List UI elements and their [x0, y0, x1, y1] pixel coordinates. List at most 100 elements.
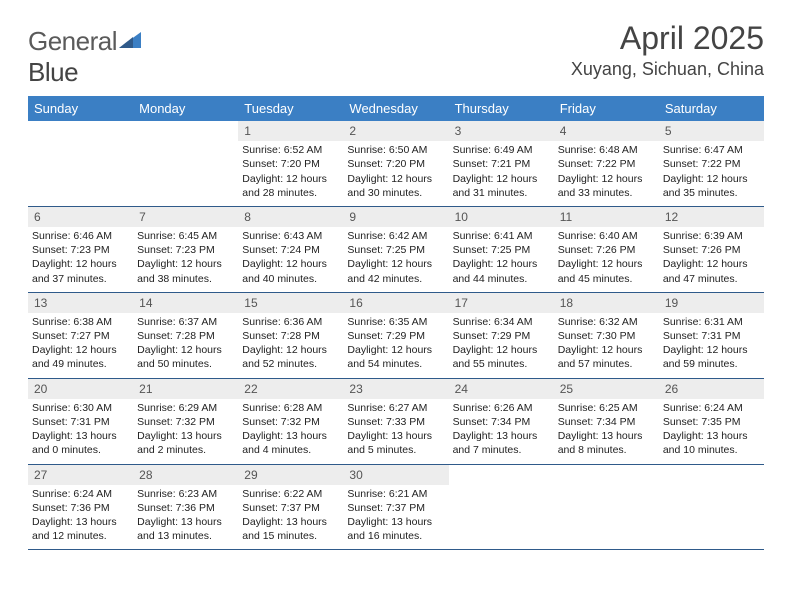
day-line: Sunrise: 6:43 AM: [242, 229, 339, 243]
day-number: 22: [238, 379, 343, 399]
day-line: Daylight: 12 hours: [242, 172, 339, 186]
day-line: and 47 minutes.: [663, 272, 760, 286]
day-line: Sunset: 7:22 PM: [558, 157, 655, 171]
day-line: Sunset: 7:29 PM: [453, 329, 550, 343]
month-title: April 2025: [571, 20, 764, 57]
day-body: Sunrise: 6:36 AMSunset: 7:28 PMDaylight:…: [238, 313, 343, 378]
day-line: and 42 minutes.: [347, 272, 444, 286]
day-line: Sunset: 7:29 PM: [347, 329, 444, 343]
day-number: 4: [554, 121, 659, 141]
day-line: and 0 minutes.: [32, 443, 129, 457]
calendar: Sunday Monday Tuesday Wednesday Thursday…: [28, 96, 764, 550]
day-number: 30: [343, 465, 448, 485]
day-line: Daylight: 12 hours: [663, 343, 760, 357]
day-line: and 50 minutes.: [137, 357, 234, 371]
day-cell: 16Sunrise: 6:35 AMSunset: 7:29 PMDayligh…: [343, 293, 448, 378]
day-line: Sunset: 7:24 PM: [242, 243, 339, 257]
day-body: Sunrise: 6:49 AMSunset: 7:21 PMDaylight:…: [449, 141, 554, 206]
day-body: Sunrise: 6:39 AMSunset: 7:26 PMDaylight:…: [659, 227, 764, 292]
logo-text-left: General: [28, 26, 117, 56]
day-line: Sunrise: 6:34 AM: [453, 315, 550, 329]
location: Xuyang, Sichuan, China: [571, 59, 764, 80]
day-line: Daylight: 12 hours: [242, 257, 339, 271]
day-header-sat: Saturday: [659, 96, 764, 121]
day-line: Sunrise: 6:39 AM: [663, 229, 760, 243]
day-header-fri: Friday: [554, 96, 659, 121]
day-line: Daylight: 13 hours: [347, 429, 444, 443]
day-body: [554, 485, 659, 493]
day-body: Sunrise: 6:43 AMSunset: 7:24 PMDaylight:…: [238, 227, 343, 292]
day-line: Sunset: 7:32 PM: [137, 415, 234, 429]
day-line: Sunset: 7:27 PM: [32, 329, 129, 343]
day-line: Sunset: 7:23 PM: [32, 243, 129, 257]
day-body: Sunrise: 6:42 AMSunset: 7:25 PMDaylight:…: [343, 227, 448, 292]
day-number: 26: [659, 379, 764, 399]
day-line: Sunrise: 6:23 AM: [137, 487, 234, 501]
day-header-row: Sunday Monday Tuesday Wednesday Thursday…: [28, 96, 764, 121]
day-body: Sunrise: 6:23 AMSunset: 7:36 PMDaylight:…: [133, 485, 238, 550]
day-cell: 22Sunrise: 6:28 AMSunset: 7:32 PMDayligh…: [238, 379, 343, 464]
day-line: and 30 minutes.: [347, 186, 444, 200]
day-line: Sunrise: 6:24 AM: [663, 401, 760, 415]
day-line: Sunrise: 6:21 AM: [347, 487, 444, 501]
week-row: 27Sunrise: 6:24 AMSunset: 7:36 PMDayligh…: [28, 465, 764, 551]
day-line: and 5 minutes.: [347, 443, 444, 457]
day-line: Sunset: 7:31 PM: [663, 329, 760, 343]
day-line: and 15 minutes.: [242, 529, 339, 543]
day-line: Sunrise: 6:49 AM: [453, 143, 550, 157]
day-cell: 23Sunrise: 6:27 AMSunset: 7:33 PMDayligh…: [343, 379, 448, 464]
day-body: Sunrise: 6:25 AMSunset: 7:34 PMDaylight:…: [554, 399, 659, 464]
day-cell: 29Sunrise: 6:22 AMSunset: 7:37 PMDayligh…: [238, 465, 343, 550]
day-cell: 1Sunrise: 6:52 AMSunset: 7:20 PMDaylight…: [238, 121, 343, 206]
day-line: Daylight: 13 hours: [663, 429, 760, 443]
day-number: 29: [238, 465, 343, 485]
day-line: Daylight: 12 hours: [242, 343, 339, 357]
day-line: Daylight: 12 hours: [453, 343, 550, 357]
day-line: Daylight: 13 hours: [558, 429, 655, 443]
day-line: Sunrise: 6:37 AM: [137, 315, 234, 329]
day-cell: 6Sunrise: 6:46 AMSunset: 7:23 PMDaylight…: [28, 207, 133, 292]
day-line: Sunset: 7:35 PM: [663, 415, 760, 429]
day-number: 9: [343, 207, 448, 227]
day-body: Sunrise: 6:50 AMSunset: 7:20 PMDaylight:…: [343, 141, 448, 206]
day-number: 19: [659, 293, 764, 313]
day-line: Sunrise: 6:35 AM: [347, 315, 444, 329]
day-line: Sunset: 7:22 PM: [663, 157, 760, 171]
header: GeneralBlue April 2025 Xuyang, Sichuan, …: [28, 20, 764, 88]
day-cell: [28, 121, 133, 206]
day-line: Sunset: 7:30 PM: [558, 329, 655, 343]
day-line: and 57 minutes.: [558, 357, 655, 371]
day-line: Daylight: 12 hours: [32, 257, 129, 271]
day-cell: 28Sunrise: 6:23 AMSunset: 7:36 PMDayligh…: [133, 465, 238, 550]
day-cell: 24Sunrise: 6:26 AMSunset: 7:34 PMDayligh…: [449, 379, 554, 464]
day-line: Sunrise: 6:36 AM: [242, 315, 339, 329]
day-line: and 38 minutes.: [137, 272, 234, 286]
day-cell: 7Sunrise: 6:45 AMSunset: 7:23 PMDaylight…: [133, 207, 238, 292]
day-number: 8: [238, 207, 343, 227]
day-line: and 49 minutes.: [32, 357, 129, 371]
day-line: and 28 minutes.: [242, 186, 339, 200]
day-line: Daylight: 13 hours: [242, 429, 339, 443]
week-row: 6Sunrise: 6:46 AMSunset: 7:23 PMDaylight…: [28, 207, 764, 293]
day-cell: 4Sunrise: 6:48 AMSunset: 7:22 PMDaylight…: [554, 121, 659, 206]
day-cell: [554, 465, 659, 550]
day-line: Daylight: 12 hours: [137, 257, 234, 271]
day-cell: 10Sunrise: 6:41 AMSunset: 7:25 PMDayligh…: [449, 207, 554, 292]
logo-triangle-icon: [119, 32, 145, 50]
day-number: 6: [28, 207, 133, 227]
day-line: and 12 minutes.: [32, 529, 129, 543]
day-number: 18: [554, 293, 659, 313]
day-line: Sunrise: 6:45 AM: [137, 229, 234, 243]
day-number: 14: [133, 293, 238, 313]
day-number: 11: [554, 207, 659, 227]
day-cell: [133, 121, 238, 206]
day-cell: 13Sunrise: 6:38 AMSunset: 7:27 PMDayligh…: [28, 293, 133, 378]
title-block: April 2025 Xuyang, Sichuan, China: [571, 20, 764, 80]
day-body: [133, 141, 238, 149]
day-body: Sunrise: 6:24 AMSunset: 7:36 PMDaylight:…: [28, 485, 133, 550]
day-line: Sunset: 7:28 PM: [137, 329, 234, 343]
day-body: Sunrise: 6:29 AMSunset: 7:32 PMDaylight:…: [133, 399, 238, 464]
day-line: and 54 minutes.: [347, 357, 444, 371]
day-line: Sunrise: 6:50 AM: [347, 143, 444, 157]
day-line: Daylight: 12 hours: [663, 172, 760, 186]
